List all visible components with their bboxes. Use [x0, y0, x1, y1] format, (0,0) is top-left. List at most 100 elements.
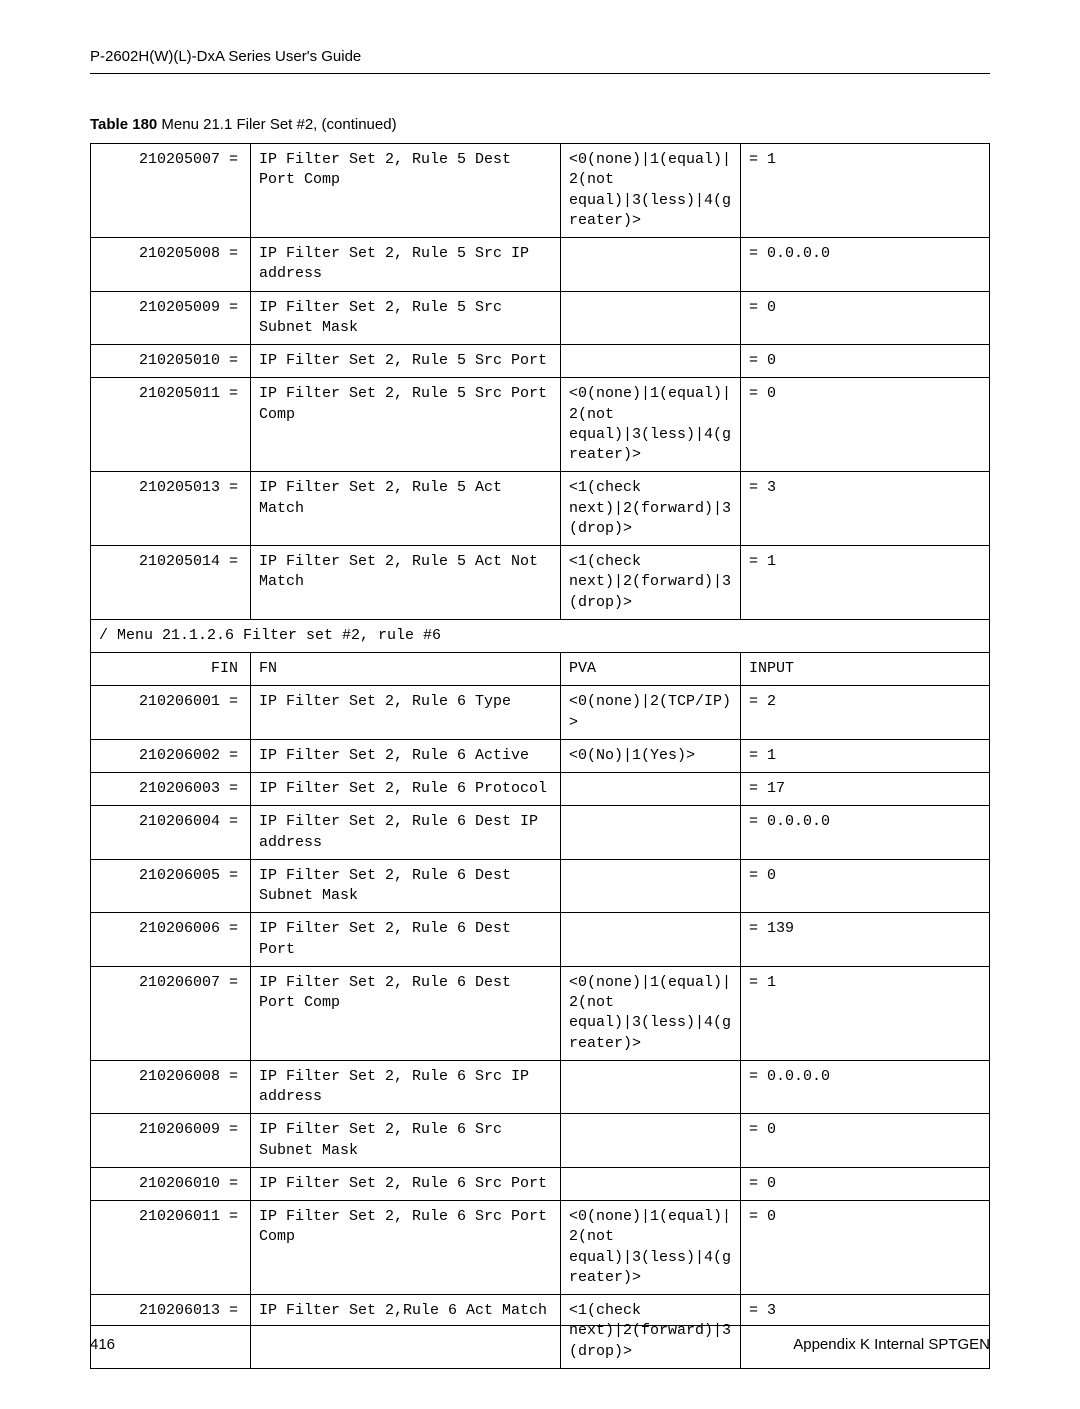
caption-rest: Menu 21.1 Filer Set #2, (continued): [157, 116, 396, 133]
cell-c1: 210205013 =: [91, 472, 251, 546]
cell-c2: IP Filter Set 2, Rule 5 Act Not Match: [251, 546, 561, 620]
cell-c1: 210206008 =: [91, 1060, 251, 1114]
cell-c3: PVA: [561, 653, 741, 686]
table-row: 210206009 =IP Filter Set 2, Rule 6 Src S…: [91, 1114, 990, 1168]
cell-c1: 210206004 =: [91, 806, 251, 860]
cell-c2: IP Filter Set 2, Rule 6 Src Subnet Mask: [251, 1114, 561, 1168]
table-row: FINFNPVAINPUT: [91, 653, 990, 686]
cell-c4: = 0: [741, 859, 990, 913]
table-row: / Menu 21.1.2.6 Filter set #2, rule #6: [91, 619, 990, 652]
cell-c2: IP Filter Set 2, Rule 5 Dest Port Comp: [251, 144, 561, 238]
table-row: 210205014 =IP Filter Set 2, Rule 5 Act N…: [91, 546, 990, 620]
cell-c1: 210205009 =: [91, 291, 251, 345]
table-caption: Table 180 Menu 21.1 Filer Set #2, (conti…: [90, 116, 990, 133]
cell-c4: = 1: [741, 144, 990, 238]
cell-c4: = 2: [741, 686, 990, 740]
cell-c1: 210205011 =: [91, 378, 251, 472]
cell-c3: [561, 913, 741, 967]
cell-c2: IP Filter Set 2, Rule 6 Dest Subnet Mask: [251, 859, 561, 913]
cell-c4: = 0.0.0.0: [741, 806, 990, 860]
cell-c4: = 1: [741, 966, 990, 1060]
cell-c1: 210206010 =: [91, 1167, 251, 1200]
table-row: 210206005 =IP Filter Set 2, Rule 6 Dest …: [91, 859, 990, 913]
cell-c1: 210206003 =: [91, 773, 251, 806]
cell-c3: <1(check next)|2(forward)|3(drop)>: [561, 546, 741, 620]
cell-c4: = 139: [741, 913, 990, 967]
cell-c1: 210206011 =: [91, 1201, 251, 1295]
cell-c4: = 0: [741, 378, 990, 472]
cell-c4: = 17: [741, 773, 990, 806]
table-row: 210205013 =IP Filter Set 2, Rule 5 Act M…: [91, 472, 990, 546]
cell-c3: [561, 238, 741, 292]
table-row: 210205007 =IP Filter Set 2, Rule 5 Dest …: [91, 144, 990, 238]
cell-c3: [561, 1167, 741, 1200]
cell-c2: IP Filter Set 2, Rule 5 Src Port: [251, 345, 561, 378]
table-row: 210205008 =IP Filter Set 2, Rule 5 Src I…: [91, 238, 990, 292]
cell-c3: [561, 345, 741, 378]
cell-c3: [561, 1114, 741, 1168]
cell-c2: IP Filter Set 2, Rule 5 Src Subnet Mask: [251, 291, 561, 345]
cell-c1: 210206002 =: [91, 739, 251, 772]
table-row: 210205011 =IP Filter Set 2, Rule 5 Src P…: [91, 378, 990, 472]
cell-c3: <0(none)|1(equal)|2(not equal)|3(less)|4…: [561, 1201, 741, 1295]
cell-c4: = 3: [741, 472, 990, 546]
page-header: P-2602H(W)(L)-DxA Series User's Guide: [90, 48, 990, 74]
cell-c3: <0(none)|1(equal)|2(not equal)|3(less)|4…: [561, 378, 741, 472]
cell-c3: <0(none)|2(TCP/IP)>: [561, 686, 741, 740]
cell-c4: = 0.0.0.0: [741, 238, 990, 292]
table-row: 210205009 =IP Filter Set 2, Rule 5 Src S…: [91, 291, 990, 345]
table-row: 210205010 =IP Filter Set 2, Rule 5 Src P…: [91, 345, 990, 378]
cell-c1: 210206009 =: [91, 1114, 251, 1168]
cell-c3: <0(none)|1(equal)|2(not equal)|3(less)|4…: [561, 966, 741, 1060]
cell-c1: 210206001 =: [91, 686, 251, 740]
table-row: 210206003 =IP Filter Set 2, Rule 6 Proto…: [91, 773, 990, 806]
cell-c2: IP Filter Set 2, Rule 6 Active: [251, 739, 561, 772]
table-row: 210206008 =IP Filter Set 2, Rule 6 Src I…: [91, 1060, 990, 1114]
cell-c4: INPUT: [741, 653, 990, 686]
cell-c3: <1(check next)|2(forward)|3(drop)>: [561, 472, 741, 546]
cell-c2: IP Filter Set 2, Rule 6 Type: [251, 686, 561, 740]
cell-c1: 210206005 =: [91, 859, 251, 913]
table-row: 210206010 =IP Filter Set 2, Rule 6 Src P…: [91, 1167, 990, 1200]
cell-c3: [561, 1060, 741, 1114]
cell-c4: = 0: [741, 345, 990, 378]
cell-c2: IP Filter Set 2, Rule 6 Protocol: [251, 773, 561, 806]
cell-c4: = 0: [741, 291, 990, 345]
cell-c3: [561, 859, 741, 913]
cell-c4: = 1: [741, 546, 990, 620]
table-row: 210206006 =IP Filter Set 2, Rule 6 Dest …: [91, 913, 990, 967]
section-header: / Menu 21.1.2.6 Filter set #2, rule #6: [91, 619, 990, 652]
cell-c4: = 0.0.0.0: [741, 1060, 990, 1114]
cell-c1: 210205010 =: [91, 345, 251, 378]
cell-c1: 210205008 =: [91, 238, 251, 292]
cell-c4: = 0: [741, 1201, 990, 1295]
cell-c2: IP Filter Set 2, Rule 5 Src Port Comp: [251, 378, 561, 472]
cell-c4: = 0: [741, 1167, 990, 1200]
cell-c2: IP Filter Set 2, Rule 6 Src Port Comp: [251, 1201, 561, 1295]
cell-c3: [561, 806, 741, 860]
page-number: 416: [90, 1336, 115, 1353]
table-row: 210206007 =IP Filter Set 2, Rule 6 Dest …: [91, 966, 990, 1060]
cell-c2: IP Filter Set 2, Rule 6 Dest Port: [251, 913, 561, 967]
cell-c2: IP Filter Set 2, Rule 6 Dest IP address: [251, 806, 561, 860]
cell-c1: 210206007 =: [91, 966, 251, 1060]
filter-table: 210205007 =IP Filter Set 2, Rule 5 Dest …: [90, 143, 990, 1369]
cell-c1: FIN: [91, 653, 251, 686]
cell-c2: IP Filter Set 2, Rule 5 Src IP address: [251, 238, 561, 292]
cell-c1: 210205014 =: [91, 546, 251, 620]
caption-bold: Table 180: [90, 116, 157, 133]
cell-c2: FN: [251, 653, 561, 686]
cell-c2: IP Filter Set 2, Rule 6 Src IP address: [251, 1060, 561, 1114]
table-row: 210206001 =IP Filter Set 2, Rule 6 Type<…: [91, 686, 990, 740]
cell-c4: = 1: [741, 739, 990, 772]
cell-c3: [561, 773, 741, 806]
page-footer: 416 Appendix K Internal SPTGEN: [90, 1325, 990, 1353]
cell-c3: <0(No)|1(Yes)>: [561, 739, 741, 772]
cell-c1: 210206006 =: [91, 913, 251, 967]
table-row: 210206002 =IP Filter Set 2, Rule 6 Activ…: [91, 739, 990, 772]
cell-c3: [561, 291, 741, 345]
cell-c3: <0(none)|1(equal)|2(not equal)|3(less)|4…: [561, 144, 741, 238]
cell-c4: = 0: [741, 1114, 990, 1168]
cell-c1: 210205007 =: [91, 144, 251, 238]
cell-c2: IP Filter Set 2, Rule 6 Dest Port Comp: [251, 966, 561, 1060]
